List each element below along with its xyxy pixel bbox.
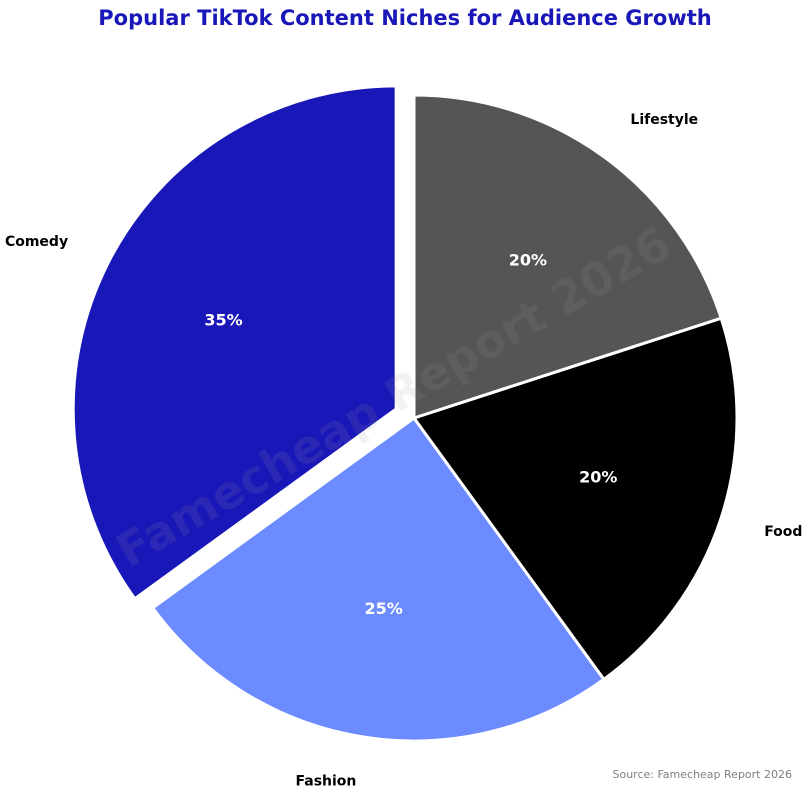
source-note: Source: Famecheap Report 2026 (613, 768, 793, 781)
slice-label: Fashion (296, 774, 357, 790)
slice-label: Comedy (5, 234, 68, 250)
slice-label: Food (764, 524, 802, 540)
pie (71, 84, 739, 743)
pie-slice (71, 84, 398, 601)
pie-slice (412, 93, 724, 421)
chart-title: Popular TikTok Content Niches for Audien… (98, 6, 711, 30)
value-label: 25% (365, 599, 403, 618)
slice-label: Lifestyle (630, 112, 698, 128)
value-label: 20% (509, 251, 547, 270)
value-label: 35% (204, 310, 242, 329)
value-label: 20% (579, 467, 617, 486)
pie-slice (150, 415, 606, 743)
pie-slice (411, 316, 739, 682)
